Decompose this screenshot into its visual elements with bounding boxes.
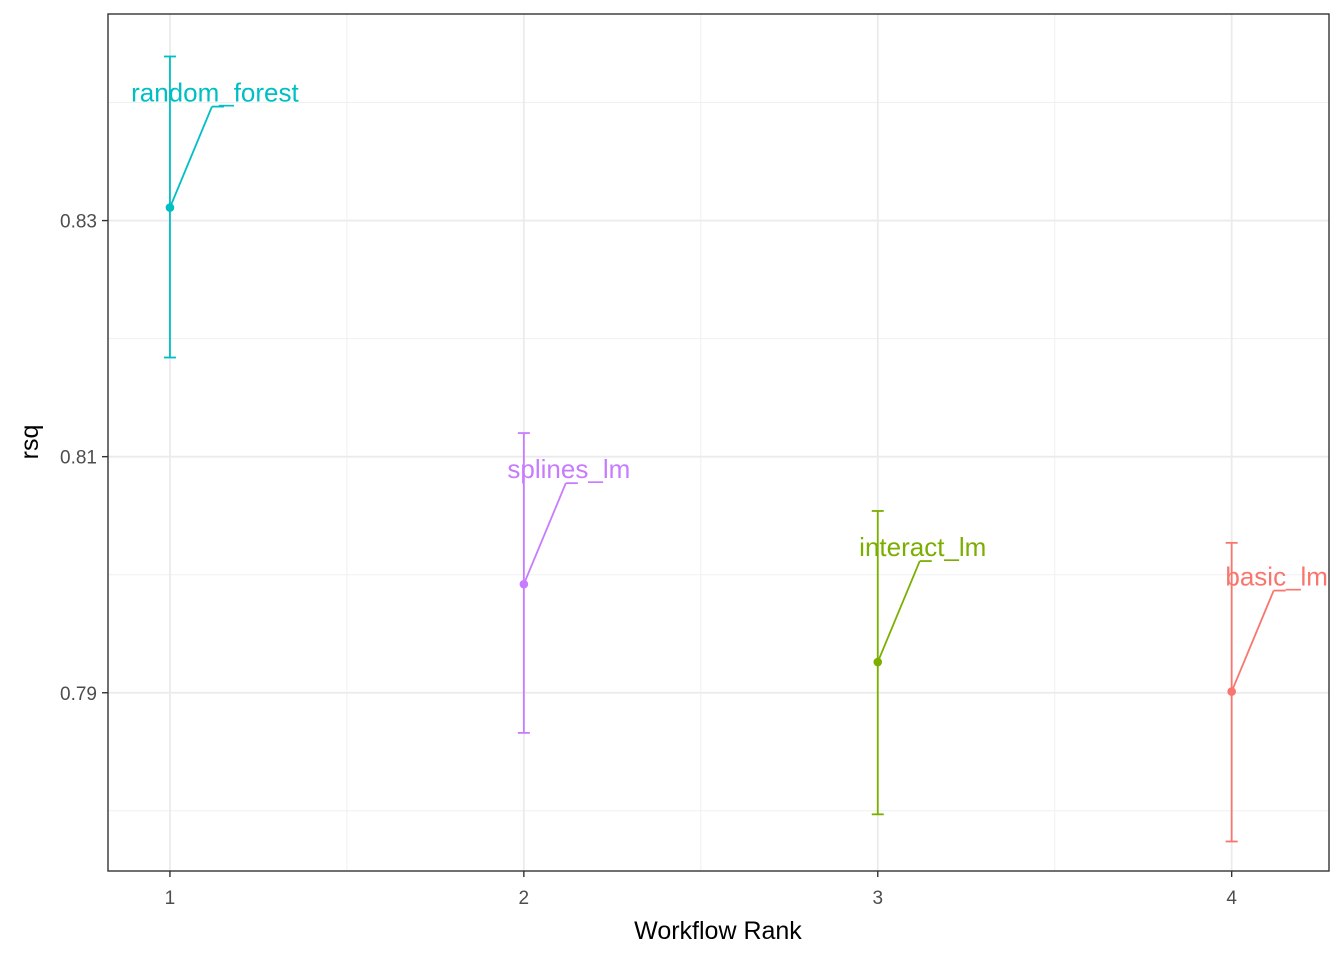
y-tick-label: 0.83 xyxy=(60,212,97,233)
panel-border xyxy=(107,13,1330,872)
data-series: random_forest splines_lm interact_lm basic_… xyxy=(131,55,1328,843)
grid-lines xyxy=(108,14,1329,871)
x-tick-label: 3 xyxy=(872,888,883,909)
panel-background xyxy=(108,14,1329,871)
data-point xyxy=(1227,687,1236,696)
label-leader xyxy=(523,482,567,585)
point-label: basic_lm xyxy=(1225,562,1328,592)
y-axis-title: rsq xyxy=(16,425,44,460)
series-random-forest: random_forest xyxy=(131,55,300,359)
x-tick-label: 2 xyxy=(519,888,530,909)
x-tick-label: 1 xyxy=(165,888,176,909)
series-interact-lm: interact_lm xyxy=(859,510,986,816)
series-basic-lm: basic_lm xyxy=(1225,541,1328,843)
point-label: splines_lm xyxy=(507,454,630,484)
x-axis-title: Workflow Rank xyxy=(634,917,802,945)
series-splines-lm: splines_lm xyxy=(507,432,630,734)
point-label: random_forest xyxy=(131,78,299,108)
y-tick-label: 0.81 xyxy=(60,448,97,469)
y-tick-label: 0.79 xyxy=(60,684,97,705)
label-leader xyxy=(169,106,213,208)
label-leader xyxy=(1230,590,1275,692)
point-label: interact_lm xyxy=(859,532,986,562)
axes: 1 2 3 4 0.79 0.81 0.83 xyxy=(60,212,1237,909)
x-tick-label: 4 xyxy=(1226,888,1237,909)
label-leader xyxy=(876,560,921,663)
